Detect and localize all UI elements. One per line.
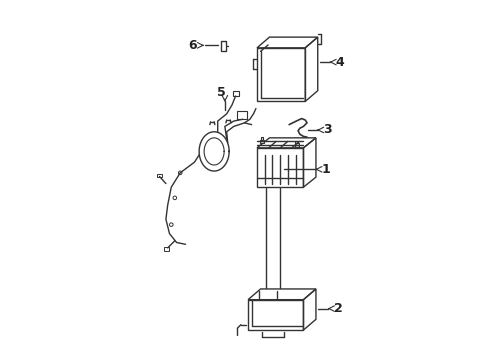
Bar	[164, 247, 169, 251]
Bar	[260, 138, 263, 140]
Text: 5: 5	[217, 86, 225, 99]
Bar	[237, 111, 247, 118]
Bar	[157, 174, 162, 177]
Text: 3: 3	[323, 123, 331, 136]
Bar	[259, 140, 264, 143]
Bar	[295, 141, 298, 143]
Bar	[294, 143, 298, 147]
Text: 4: 4	[335, 55, 344, 69]
Text: 6: 6	[188, 39, 197, 52]
Text: 1: 1	[321, 163, 329, 176]
Text: 2: 2	[333, 302, 342, 315]
Bar	[233, 91, 239, 96]
